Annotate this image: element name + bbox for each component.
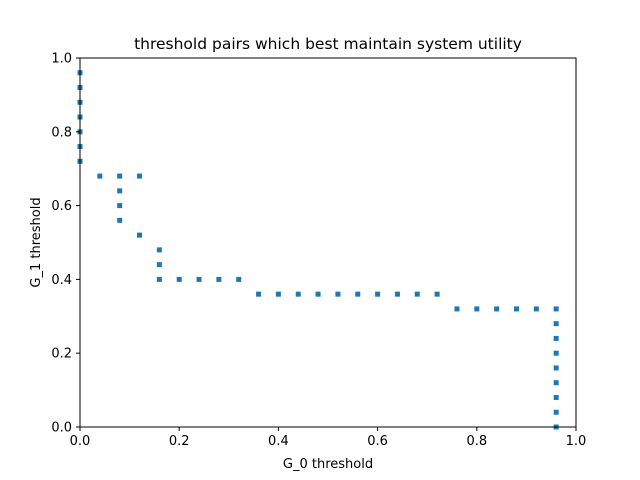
data-point	[156, 262, 162, 268]
data-point	[176, 276, 182, 282]
data-point	[375, 291, 381, 297]
y-tick-label: 0.0	[51, 421, 72, 436]
x-tick-label: 0.2	[169, 434, 190, 449]
data-point	[156, 247, 162, 253]
y-tick-label: 1.0	[51, 52, 72, 67]
data-point	[553, 306, 559, 312]
x-axis: 0.0 0.2 0.4 0.6 0.8 1.0	[70, 427, 587, 449]
data-point	[315, 291, 321, 297]
data-point	[137, 232, 143, 238]
data-points	[77, 70, 559, 430]
x-tick-label: 0.6	[367, 434, 388, 449]
x-tick-label: 0.0	[70, 434, 91, 449]
y-tick-label: 0.4	[51, 273, 72, 288]
data-point	[494, 306, 500, 312]
data-point	[553, 350, 559, 356]
data-point	[117, 203, 123, 209]
data-point	[156, 276, 162, 282]
data-point	[196, 276, 202, 282]
data-point	[97, 173, 103, 179]
data-point	[454, 306, 460, 312]
data-point	[394, 291, 400, 297]
data-point	[355, 291, 361, 297]
data-point	[117, 188, 123, 194]
y-tick-label: 0.8	[51, 125, 72, 140]
data-point	[117, 217, 123, 223]
x-axis-label: G_0 threshold	[283, 457, 373, 472]
y-axis-label: G_1 threshold	[29, 197, 44, 287]
data-point	[117, 173, 123, 179]
y-axis: 0.0 0.2 0.4 0.6 0.8 1.0	[51, 52, 80, 436]
data-point	[553, 321, 559, 327]
data-point	[553, 365, 559, 371]
data-point	[474, 306, 480, 312]
data-point	[137, 173, 143, 179]
data-point	[553, 380, 559, 386]
data-point	[434, 291, 440, 297]
x-tick-label: 1.0	[566, 434, 587, 449]
plot-frame	[79, 57, 577, 428]
y-tick-label: 0.2	[51, 347, 72, 362]
data-point	[256, 291, 262, 297]
data-point	[513, 306, 519, 312]
data-point	[553, 394, 559, 400]
data-point	[216, 276, 222, 282]
x-tick-label: 0.8	[466, 434, 487, 449]
data-point	[335, 291, 341, 297]
data-point	[553, 335, 559, 341]
y-tick-label: 0.6	[51, 199, 72, 214]
data-point	[275, 291, 281, 297]
x-tick-label: 0.4	[268, 434, 289, 449]
data-point	[295, 291, 301, 297]
data-point	[533, 306, 539, 312]
chart-title: threshold pairs which best maintain syst…	[134, 35, 522, 53]
data-point	[236, 276, 242, 282]
data-point	[553, 409, 559, 415]
data-point	[414, 291, 420, 297]
